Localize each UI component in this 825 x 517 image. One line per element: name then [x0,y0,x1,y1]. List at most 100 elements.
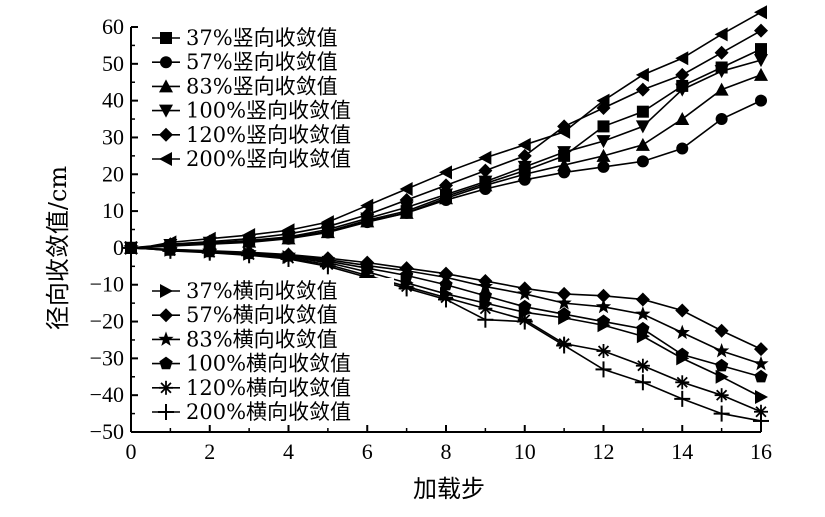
legend-item: 100%横向收敛值 [148,350,394,377]
legend-swatch-marker [159,79,173,93]
data-point-series-3 [675,83,690,97]
x-tick-label: 14 [671,439,693,464]
data-point-series-11 [595,361,612,378]
data-point-series-2 [714,82,729,96]
legend-label: 120%横向收敛值 [186,376,351,400]
legend-text-bg [184,121,394,148]
data-point-series-8 [714,343,730,358]
legend-text-bg [184,399,394,425]
legend-swatch-marker [158,404,174,420]
data-point-series-4 [478,163,493,178]
data-point-series-3 [635,120,650,134]
data-point-series-9 [675,347,689,361]
y-axis-title: 径向收敛值/cm [44,166,72,331]
data-point-series-2 [754,67,768,81]
legend-item: 83%横向收敛值 [148,326,394,353]
data-point-series-11 [477,311,494,328]
data-point-series-2 [635,137,650,151]
data-point-series-3 [714,65,729,79]
legend-text-bg [184,278,394,304]
y-tick-label: 0 [113,235,124,260]
x-tick-label: 2 [204,439,215,464]
asterisk-stroke [479,303,491,315]
y-tick-label: 30 [102,124,124,149]
data-point-series-5 [714,27,728,42]
data-point-series-11 [516,313,533,330]
data-point-series-4 [399,193,414,208]
data-point-series-4 [360,207,375,222]
data-point-series-3 [439,188,453,202]
data-point-series-11 [438,291,454,308]
legend-label: 83%横向收敛值 [186,327,338,351]
data-point-series-11 [753,412,769,429]
legend-text-bg [184,374,394,401]
data-point-series-5 [399,182,413,196]
data-point-series-7 [754,342,768,357]
y-tick-label: −10 [90,272,124,297]
y-tick-label: −20 [90,309,124,334]
data-point-series-4 [635,82,650,97]
data-point-series-4 [517,148,532,163]
series-line-2 [130,74,762,249]
data-point-series-3 [754,54,768,68]
legend-label: 100%竖向收敛值 [186,99,351,123]
legend-item: 100%竖向收敛值 [148,97,394,124]
data-point-series-5 [281,223,295,238]
data-point-series-3 [399,201,414,215]
y-tick-label: 10 [102,198,124,223]
data-point-series-0 [597,120,610,133]
asterisk-stroke [716,389,728,401]
legend-swatch-marker [160,32,172,44]
data-point-series-11 [162,242,179,259]
legend-label: 83%竖向收敛值 [186,74,338,98]
data-point-series-4 [675,67,690,82]
legend-item: 200%横向收敛值 [148,399,394,425]
data-point-series-11 [398,280,415,297]
data-point-series-5 [754,5,767,20]
data-point-series-8 [556,295,572,310]
data-point-series-9 [518,299,532,313]
legend-swatch-marker [159,356,173,370]
legend-item: 57%横向收敛值 [148,302,394,329]
data-point-series-10 [675,375,690,390]
legend-item: 37%竖向收敛值 [148,25,394,51]
data-point-series-9 [360,261,374,274]
asterisk-stroke [160,382,172,394]
asterisk-stroke [755,406,767,418]
data-point-series-9 [478,288,493,302]
data-point-series-3 [478,175,493,189]
data-point-series-5 [478,150,492,165]
data-point-series-8 [595,298,612,314]
legend-swatch-marker [158,331,174,346]
legend-label: 57%横向收敛值 [186,303,338,327]
asterisk-stroke [676,376,688,388]
data-point-series-1 [715,113,728,126]
y-tick-label: 40 [102,88,124,113]
legend-text-bg [184,302,394,329]
data-point-series-10 [596,344,611,358]
legend-swatch-marker [159,104,173,118]
data-point-series-2 [596,148,611,162]
legend-horizontal: 37%横向收敛值57%横向收敛值83%横向收敛值100%横向收敛值120%横向收… [148,278,394,425]
data-point-series-7 [635,292,650,307]
data-point-series-7 [596,288,611,303]
data-point-series-8 [438,269,454,284]
data-point-series-2 [557,158,572,172]
legend-swatch-marker [159,127,173,142]
data-point-series-5 [675,51,689,66]
legend-swatch-marker [160,284,173,298]
data-point-series-1 [755,94,767,107]
x-tick-label: 12 [593,439,615,464]
data-point-series-5 [596,93,610,108]
x-axis-ticks: 0 2 4 6 8 10 12 14 16 [126,425,772,464]
x-axis-title: 加载步 [413,475,485,503]
series-markers [123,5,769,429]
data-point-series-9 [714,358,729,372]
data-point-series-9 [439,277,453,291]
data-point-series-11 [556,337,573,354]
legend-label: 57%竖向收敛值 [186,50,338,74]
y-tick-label: 50 [102,51,124,76]
data-point-series-5 [517,137,531,152]
data-point-series-0 [636,105,649,118]
